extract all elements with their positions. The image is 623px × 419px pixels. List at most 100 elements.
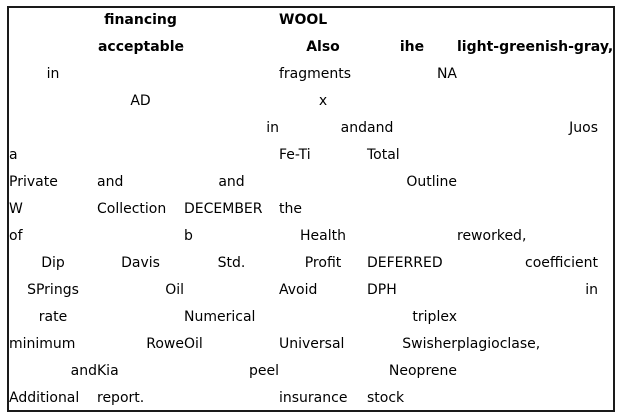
table-cell — [457, 169, 598, 196]
table-cell: in — [585, 282, 598, 298]
table-cell — [97, 223, 184, 250]
table-cell: financing — [104, 12, 177, 28]
table-cell — [9, 115, 97, 142]
table-cell: Fe-Ti — [279, 147, 311, 163]
table-cell: report. — [97, 390, 145, 406]
table-cell: Universal — [279, 336, 345, 352]
table-row: in fragments NA — [9, 61, 613, 88]
table-cell: in — [46, 66, 60, 82]
table-cell — [457, 304, 598, 331]
table-cell: NA — [436, 66, 457, 82]
table-cell: stock — [367, 390, 405, 406]
table-cell: plagioclase, — [457, 336, 541, 352]
table-cell: triplex — [412, 309, 457, 325]
table-cell: DECEMBER — [184, 201, 263, 217]
table-cell: and — [70, 363, 97, 379]
table-cell — [184, 142, 279, 169]
table-cell: a — [9, 147, 18, 163]
table-cell — [457, 358, 598, 385]
table-cell: insurance — [279, 390, 348, 406]
table-cell: in — [266, 120, 279, 136]
table-cell — [279, 304, 367, 331]
table-cell — [184, 34, 279, 61]
table-cell: b — [184, 228, 193, 244]
table-cell — [457, 385, 598, 412]
table-cell: rate — [38, 309, 68, 325]
table-cell — [184, 88, 279, 115]
table-cell — [367, 223, 457, 250]
table-cell: Profit — [304, 255, 342, 271]
table-cell: reworked, — [457, 228, 527, 244]
table-cell — [97, 142, 184, 169]
table-cell: Collection — [97, 201, 167, 217]
table-cell: coefficient — [525, 255, 598, 271]
table-cell: DEFERRED — [367, 255, 443, 271]
table-cell: Dip — [41, 255, 65, 271]
table-cell: Additional — [9, 390, 80, 406]
table-cell — [457, 61, 598, 88]
table-cell — [279, 358, 367, 385]
table-cell — [9, 88, 97, 115]
table-cell — [367, 7, 457, 34]
table-cell: Davis — [121, 255, 160, 271]
table-cell: Neoprene — [388, 363, 457, 379]
table-cell — [184, 61, 279, 88]
table-cell: Also — [306, 39, 340, 55]
table-cell: Std. — [217, 255, 246, 271]
table-cell: Oil — [165, 282, 184, 298]
table-cell: AD — [130, 93, 151, 109]
table-row: AD x — [9, 88, 613, 115]
table-cell: Kia — [97, 363, 119, 379]
table-cell: SPrings — [27, 282, 79, 298]
table-row: of b Health reworked, — [9, 223, 613, 250]
table-cell: of — [9, 228, 23, 244]
table-row: a Fe-Ti Total — [9, 142, 613, 169]
table-cell: and — [340, 120, 367, 136]
table-cell — [9, 34, 97, 61]
table-row: SPrings Oil Avoid DPH in — [9, 277, 613, 304]
table-cell: WOOL — [279, 12, 328, 28]
table-cell — [97, 61, 184, 88]
table-cell: and — [367, 120, 394, 136]
table-cell: Health — [300, 228, 346, 244]
table-cell: Numerical — [184, 309, 256, 325]
table-cell: x — [318, 93, 328, 109]
table-cell — [97, 304, 184, 331]
table-cell: W — [9, 201, 23, 217]
table-cell: and — [218, 174, 245, 190]
table-cell: Outline — [406, 174, 457, 190]
table-row: financing WOOL — [9, 7, 613, 34]
table-cell: the — [279, 201, 302, 217]
table-row: in and and Juos — [9, 115, 613, 142]
table-cell — [97, 115, 184, 142]
table-cell: and — [97, 174, 124, 190]
table-cell — [184, 277, 279, 304]
table-row: acceptable Also ihe light-greenish-gray, — [9, 34, 613, 61]
table-cell — [367, 88, 457, 115]
table-row: W Collection DECEMBER the — [9, 196, 613, 223]
table-cell — [457, 142, 598, 169]
table-cell: fragments — [279, 66, 352, 82]
table-cell — [9, 7, 97, 34]
table-cell: Rowe — [146, 336, 184, 352]
table-cell: Swisher — [402, 336, 457, 352]
table-cell: ihe — [399, 39, 425, 55]
table-cell — [457, 196, 598, 223]
table-cell — [279, 169, 367, 196]
table-row: Additional report. insurance stock — [9, 385, 613, 412]
table-row: Private and and Outline — [9, 169, 613, 196]
table-cell: Total — [367, 147, 400, 163]
table-cell — [457, 88, 598, 115]
table-cell: Private — [9, 174, 58, 190]
table-row: minimum Rowe Oil Universal Swisher plagi… — [9, 331, 613, 358]
table-cell: Juos — [569, 120, 598, 136]
table-row: rate Numerical triplex — [9, 304, 613, 331]
table-cell: minimum — [9, 336, 76, 352]
table-cell — [184, 385, 279, 412]
table-cell: Avoid — [279, 282, 318, 298]
table-row: Dip Davis Std. Profit DEFERRED coefficie… — [9, 250, 613, 277]
table-cell — [184, 7, 279, 34]
table-cell — [367, 196, 457, 223]
table-cell: Oil — [184, 336, 203, 352]
table-cell: light-greenish-gray, — [457, 39, 614, 55]
